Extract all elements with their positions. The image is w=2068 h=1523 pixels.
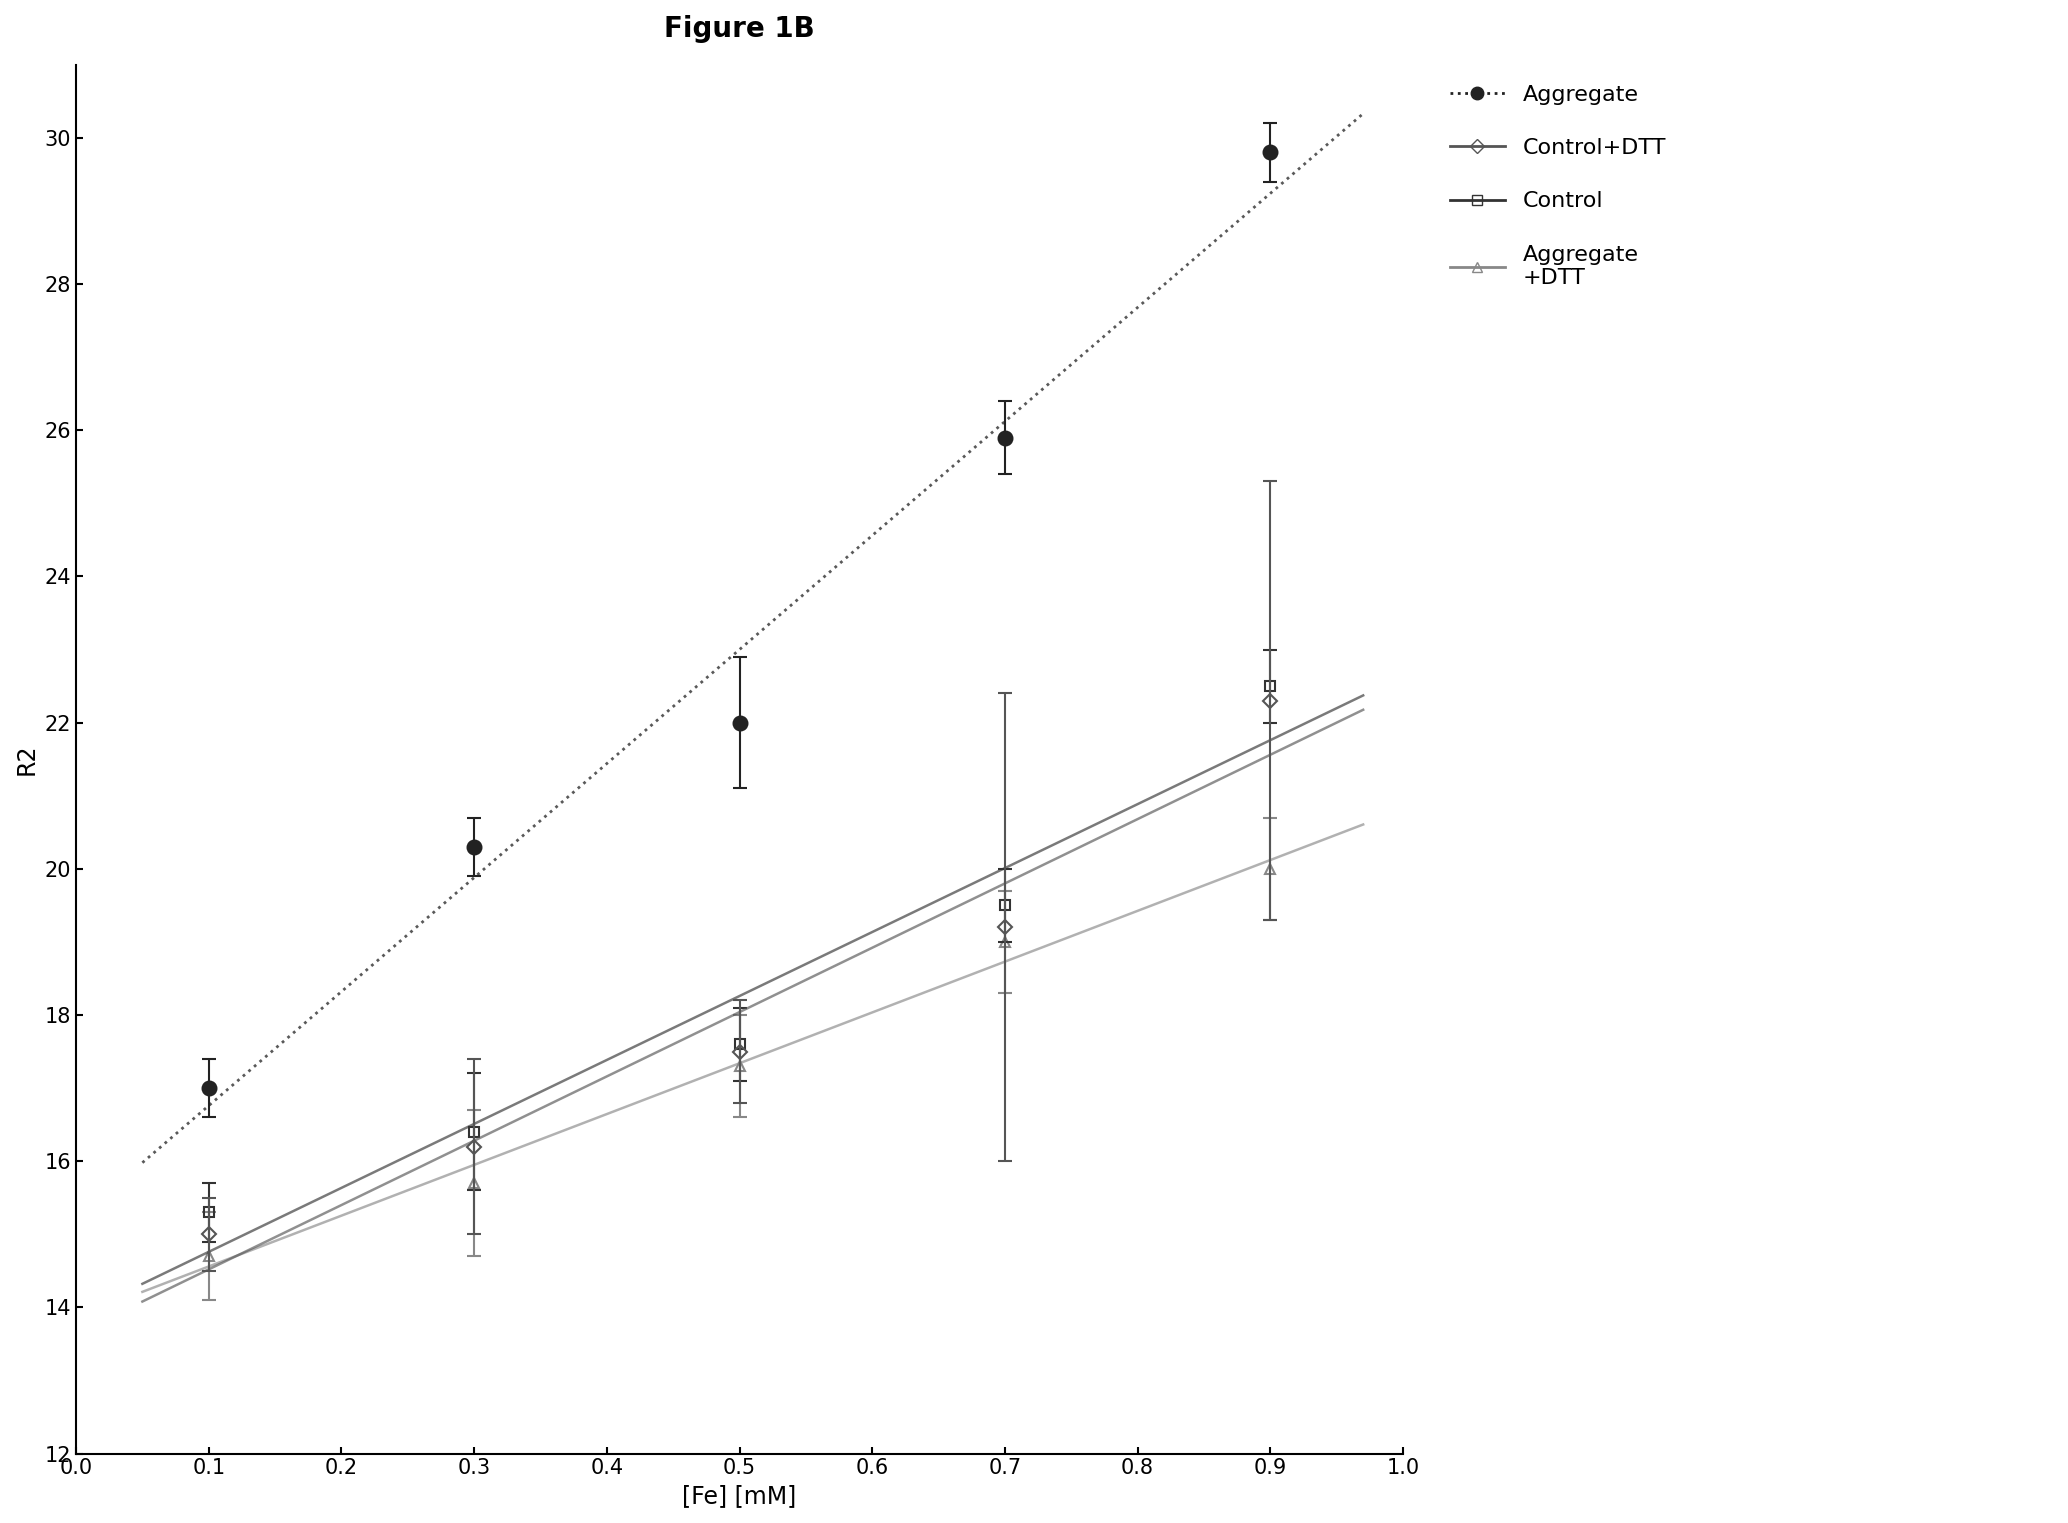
Y-axis label: R2: R2 [14, 743, 39, 775]
Legend: Aggregate, Control+DTT, Control, Aggregate
+DTT: Aggregate, Control+DTT, Control, Aggrega… [1441, 76, 1675, 297]
X-axis label: [Fe] [mM]: [Fe] [mM] [682, 1483, 796, 1508]
Title: Figure 1B: Figure 1B [664, 15, 815, 43]
